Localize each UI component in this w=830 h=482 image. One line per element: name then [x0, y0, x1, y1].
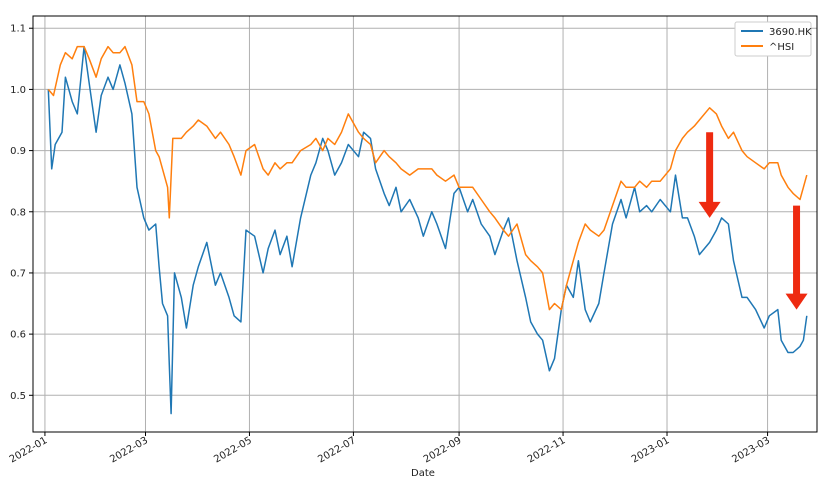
x-tick-label: 2023-01	[630, 435, 672, 465]
y-tick-label: 1.1	[10, 24, 26, 35]
grid-layer	[33, 16, 817, 432]
series-line-3690hk	[47, 45, 808, 415]
y-tick-label: 0.9	[10, 146, 26, 157]
x-tick-label: 2022-07	[316, 435, 358, 465]
x-tick-label: 2022-03	[108, 435, 150, 465]
series-layer	[47, 45, 808, 415]
x-tick-label: 2022-11	[526, 435, 568, 465]
x-tick-label: 2023-03	[730, 435, 772, 465]
legend-label-3690hk: 3690.HK	[769, 27, 812, 38]
y-tick-label: 0.7	[10, 268, 26, 279]
arrow-head	[785, 293, 808, 310]
y-tick-label: 0.8	[10, 207, 26, 218]
x-axis-title: Date	[411, 468, 435, 479]
down-arrow-1	[698, 132, 721, 218]
y-tick-label: 1.0	[10, 85, 26, 96]
x-tick-label: 2022-05	[212, 435, 254, 465]
plot-frame	[32, 15, 818, 433]
arrow-head	[698, 201, 721, 218]
x-tick-label: 2022-01	[8, 435, 50, 465]
series-line-hsi	[47, 45, 808, 311]
y-tick-label: 0.5	[10, 391, 26, 402]
down-arrow-2	[785, 205, 808, 310]
y-tick-label: 0.6	[10, 330, 26, 341]
legend-label-hsi: ^HSI	[769, 42, 794, 53]
legend: 3690.HK ^HSI	[734, 21, 812, 57]
annotation-layer	[698, 132, 808, 310]
x-tick-label: 2022-09	[422, 435, 464, 465]
